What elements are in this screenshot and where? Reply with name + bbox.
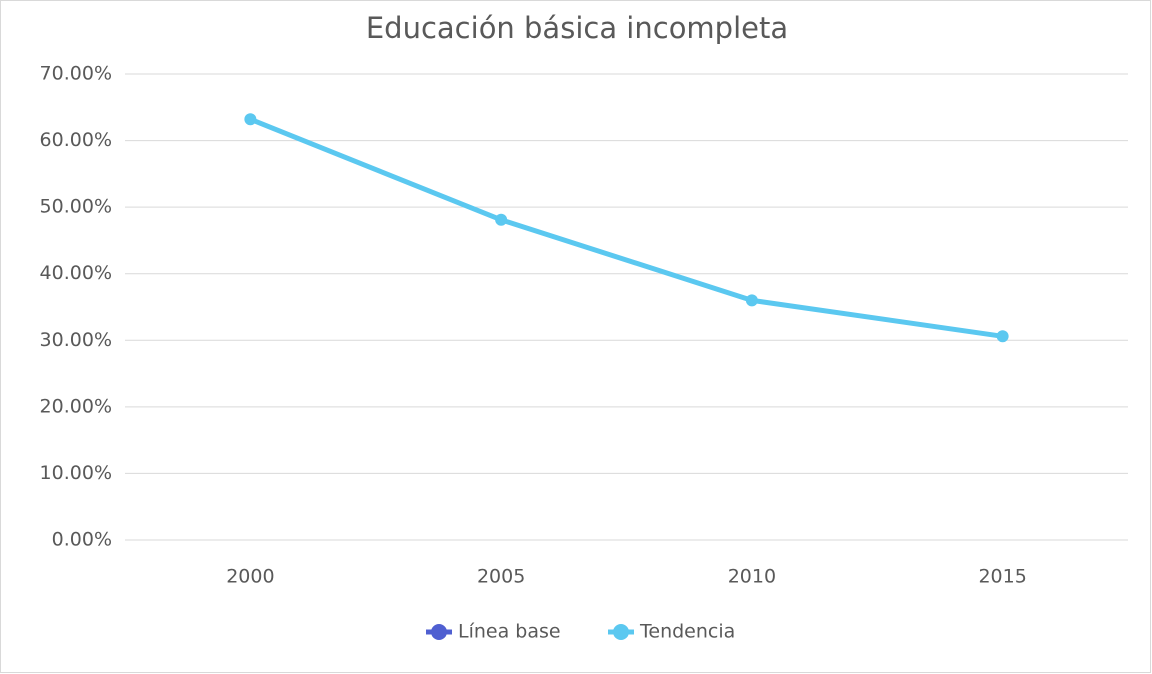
- y-tick-label: 10.00%: [40, 462, 112, 484]
- y-tick-label: 40.00%: [40, 262, 112, 284]
- legend-marker: [613, 624, 629, 640]
- y-tick-label: 30.00%: [40, 329, 112, 351]
- legend-label: Línea base: [458, 621, 561, 643]
- y-tick-label: 20.00%: [40, 395, 112, 417]
- y-tick-label: 50.00%: [40, 196, 112, 218]
- x-tick-label: 2005: [477, 566, 525, 588]
- x-tick-label: 2015: [978, 566, 1026, 588]
- y-tick-label: 0.00%: [52, 529, 112, 551]
- data-point: [244, 113, 257, 126]
- x-tick-label: 2010: [728, 566, 776, 588]
- series-line: [247, 116, 1006, 339]
- data-point: [745, 294, 758, 307]
- chart-title: Educación básica incompleta: [366, 11, 788, 45]
- data-point: [996, 330, 1009, 343]
- legend-marker: [431, 624, 447, 640]
- data-point: [495, 213, 508, 226]
- x-tick-label: 2000: [226, 566, 274, 588]
- y-tick-label: 60.00%: [40, 129, 112, 151]
- legend-label: Tendencia: [639, 621, 735, 643]
- y-tick-label: 70.00%: [40, 63, 112, 85]
